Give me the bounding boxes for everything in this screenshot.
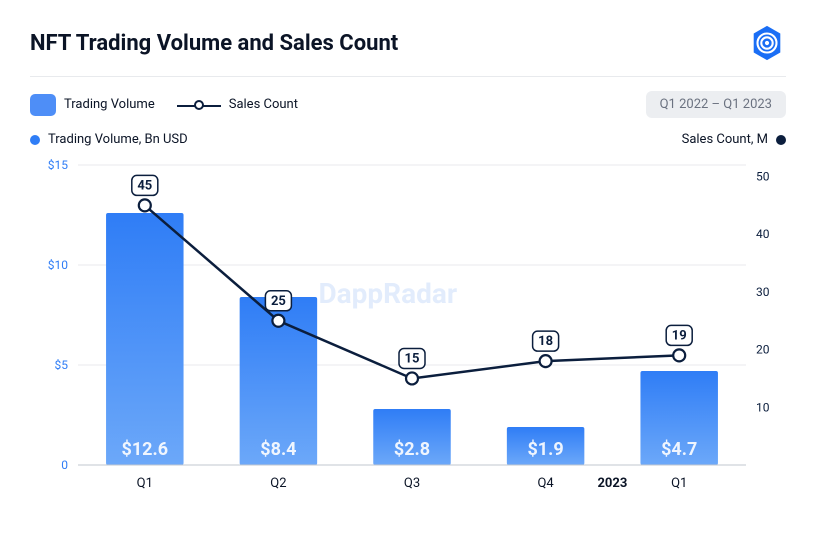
legend-row: Trading Volume Sales Count Q1 2022 – Q1 … bbox=[30, 91, 786, 118]
chart-plot: DappRadar 0 $5 $10 $15 10 20 30 40 50 $12.6 $8.4 $2.… bbox=[30, 155, 786, 505]
svg-text:45: 45 bbox=[137, 178, 152, 193]
svg-text:$8.4: $8.4 bbox=[260, 439, 296, 460]
svg-text:Q3: Q3 bbox=[404, 476, 420, 491]
brand-logo-icon bbox=[748, 24, 786, 62]
svg-text:DappRadar: DappRadar bbox=[318, 277, 457, 310]
svg-text:19: 19 bbox=[672, 328, 687, 343]
svg-text:0: 0 bbox=[61, 458, 68, 472]
left-axis-label: Trading Volume, Bn USD bbox=[30, 132, 188, 147]
svg-text:Q2: Q2 bbox=[270, 476, 286, 491]
svg-text:$15: $15 bbox=[48, 158, 68, 172]
svg-text:15: 15 bbox=[405, 351, 420, 366]
legend-sales-count: Sales Count bbox=[177, 97, 298, 112]
svg-text:Q1: Q1 bbox=[137, 476, 153, 491]
line-swatch-icon bbox=[177, 98, 221, 112]
dot-icon bbox=[30, 135, 40, 145]
svg-text:$2.8: $2.8 bbox=[394, 439, 430, 460]
svg-text:Q1: Q1 bbox=[671, 476, 687, 491]
chart-title: NFT Trading Volume and Sales Count bbox=[30, 31, 398, 56]
legend-label: Trading Volume bbox=[64, 97, 155, 112]
svg-text:Q4: Q4 bbox=[537, 476, 554, 491]
svg-text:$5: $5 bbox=[55, 358, 69, 372]
svg-text:50: 50 bbox=[756, 170, 770, 184]
svg-text:$1.9: $1.9 bbox=[527, 439, 563, 460]
svg-text:25: 25 bbox=[271, 294, 286, 309]
svg-text:$4.7: $4.7 bbox=[661, 439, 697, 460]
legend-label: Sales Count bbox=[229, 97, 298, 112]
right-axis-label: Sales Count, M bbox=[682, 132, 786, 147]
date-range-pill: Q1 2022 – Q1 2023 bbox=[646, 91, 786, 118]
header: NFT Trading Volume and Sales Count bbox=[30, 24, 786, 77]
svg-text:30: 30 bbox=[756, 285, 770, 299]
svg-text:$12.6: $12.6 bbox=[122, 439, 169, 460]
svg-text:20: 20 bbox=[756, 343, 770, 357]
svg-text:2023: 2023 bbox=[597, 476, 627, 491]
svg-text:10: 10 bbox=[756, 400, 770, 414]
dot-icon bbox=[776, 135, 786, 145]
bar-swatch-icon bbox=[30, 94, 56, 116]
svg-text:18: 18 bbox=[538, 334, 553, 349]
svg-text:$10: $10 bbox=[48, 258, 68, 272]
axis-labels: Trading Volume, Bn USD Sales Count, M bbox=[30, 132, 786, 147]
svg-text:40: 40 bbox=[756, 227, 770, 241]
legend-trading-volume: Trading Volume bbox=[30, 94, 155, 116]
chart-card: NFT Trading Volume and Sales Count Tradi… bbox=[0, 0, 816, 554]
